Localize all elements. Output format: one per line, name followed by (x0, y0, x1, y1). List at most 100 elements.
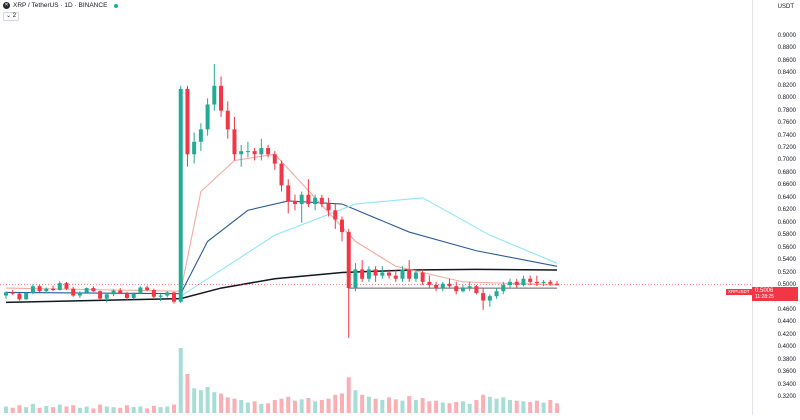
candle (447, 278, 452, 289)
candle (508, 278, 512, 289)
volume-bar (77, 407, 82, 413)
candle (306, 179, 311, 208)
candle-body (91, 288, 96, 292)
candle-body (494, 291, 499, 297)
candle-body (145, 287, 150, 290)
candle-body (138, 287, 143, 294)
candle (427, 275, 432, 289)
volume-bar (10, 407, 15, 413)
candle-body (366, 269, 371, 279)
volume-bar (299, 399, 304, 413)
volume-bar (501, 397, 506, 413)
candle (239, 144, 244, 167)
price-tick-label: 0.4400 (777, 319, 796, 326)
volume-bar (366, 396, 371, 413)
candle-body (30, 286, 35, 294)
candle-body (272, 154, 277, 164)
price-tick-label: 0.8400 (777, 70, 796, 77)
candle-body (84, 288, 89, 293)
volume-bar (91, 408, 96, 413)
candle-body (252, 151, 257, 155)
price-tick-label: 0.5400 (777, 257, 796, 264)
volume-bar (474, 400, 479, 413)
candle (71, 286, 76, 297)
candle-body (131, 293, 136, 299)
candle (172, 291, 176, 304)
volume-bar (212, 392, 217, 413)
candle-body (57, 283, 62, 290)
volume-bar (192, 388, 197, 413)
candle (252, 148, 257, 161)
symbol-legend[interactable]: ✕ XRP / TetherUS · 1D · BINANCE (3, 2, 119, 9)
candle (286, 179, 291, 214)
candle (413, 269, 418, 282)
candle-body (266, 148, 271, 155)
candle-body (64, 283, 69, 289)
candle (548, 279, 553, 286)
candle (4, 291, 8, 299)
candle (245, 141, 250, 158)
price-tick-label: 0.5200 (777, 269, 796, 276)
candle-body (292, 200, 297, 205)
chart-area[interactable] (0, 0, 752, 415)
volume-bar (494, 398, 499, 413)
candle-body (259, 148, 264, 155)
candle-body (151, 289, 156, 297)
price-tick-label: 0.3200 (777, 394, 796, 400)
moving-average-line-sma_long (5, 268, 558, 304)
price-axis[interactable]: USDT 0.9000 0.8800 0.8600 0.8400 0.8200 0.800… (752, 0, 800, 415)
volume-bar (225, 397, 230, 413)
candle-body (192, 141, 197, 155)
volume-bar (514, 400, 519, 413)
volume-bar (71, 405, 76, 413)
candle-body (407, 269, 412, 279)
last-price-symbol: XRPUSDT (726, 289, 752, 295)
candle-body (487, 296, 492, 301)
candle (192, 132, 197, 164)
price-tick-label: 0.6000 (777, 219, 796, 226)
candle-body (212, 85, 217, 105)
candle-body (37, 286, 42, 292)
volume-bar (306, 398, 311, 413)
candle-body (541, 281, 546, 284)
volume-bar (104, 406, 109, 413)
candle-body (185, 88, 190, 155)
candle (91, 286, 96, 292)
candle (292, 194, 297, 211)
candlestick-chart[interactable] (0, 0, 752, 415)
currency-label[interactable]: USDT (777, 4, 794, 10)
candle (37, 284, 42, 293)
price-tick-label: 0.8600 (777, 57, 796, 64)
candle (460, 284, 465, 293)
candle (158, 293, 163, 302)
candle-body (178, 88, 183, 302)
candle (474, 284, 479, 295)
candle-body (245, 151, 250, 153)
candle-body (454, 286, 459, 292)
candle (541, 279, 546, 287)
volume-bar (145, 408, 150, 413)
price-tick-label: 0.7000 (777, 157, 796, 164)
candle (51, 285, 56, 292)
candle-body (51, 288, 56, 290)
candle (138, 286, 143, 295)
candle (346, 228, 351, 338)
last-price-badge: XRPUSDT 0.5006 11:28:25 (726, 287, 798, 301)
candle-body (514, 281, 519, 285)
price-tick-label: 0.4000 (777, 344, 796, 351)
candle-body (111, 290, 116, 295)
volume-bar (346, 377, 351, 413)
candle-body (474, 286, 479, 294)
candle (360, 260, 365, 282)
price-tick-label: 0.7600 (777, 120, 796, 127)
indicators-toggle-button[interactable]: ⌄ 2 (3, 12, 20, 21)
candle-body (534, 281, 539, 284)
candle-body (77, 292, 82, 296)
candle-body (548, 281, 553, 284)
volume-bar (393, 399, 398, 413)
volume-bar (232, 398, 237, 413)
candle-body (172, 292, 176, 302)
volume-bar (98, 404, 103, 413)
volume-bar (319, 400, 324, 413)
price-tick-label: 0.7800 (777, 107, 796, 114)
